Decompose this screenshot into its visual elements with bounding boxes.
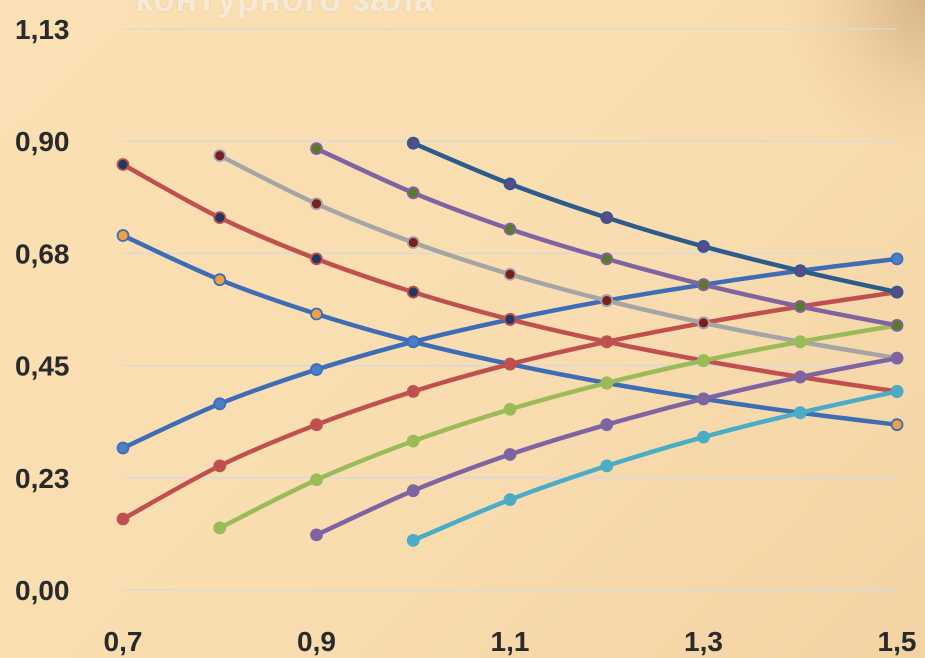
data-point: [116, 158, 130, 171]
x-tick-label: 1,5: [878, 626, 917, 657]
data-point: [406, 236, 420, 249]
series-7: [310, 142, 904, 332]
data-point: [213, 211, 227, 225]
data-point: [890, 385, 904, 398]
y-tick-label: 0,90: [15, 126, 70, 157]
x-axis-ticks: 0,7 0,9 1,1 1,3 1,5: [104, 626, 917, 657]
data-point: [697, 316, 710, 330]
data-point: [503, 313, 517, 326]
data-point: [213, 273, 227, 287]
series-8: [310, 351, 904, 542]
data-point: [406, 484, 420, 498]
series-line: [217, 323, 900, 531]
y-tick-label: 0,00: [15, 575, 70, 606]
x-tick-label: 0,7: [104, 626, 143, 657]
series-10: [406, 385, 904, 547]
data-point: [697, 392, 710, 406]
y-axis-ticks: 0,00 0,23 0,45 0,68 0,90 1,13: [15, 14, 70, 606]
data-point: [406, 335, 420, 349]
data-point: [503, 357, 517, 371]
data-point: [890, 318, 904, 332]
y-tick-label: 0,68: [15, 238, 70, 269]
data-point: [503, 267, 517, 281]
data-point: [600, 294, 614, 307]
data-point: [697, 354, 710, 368]
data-point: [890, 285, 904, 299]
series-group: [116, 136, 904, 547]
series-line: [217, 153, 900, 361]
series-1: [116, 229, 904, 432]
series-line: [120, 289, 900, 522]
data-point: [406, 434, 420, 448]
data-point: [697, 278, 710, 292]
data-point: [600, 376, 614, 390]
data-point: [116, 441, 130, 455]
data-point: [600, 211, 614, 225]
data-point: [310, 418, 323, 432]
data-point: [503, 222, 517, 236]
data-point: [116, 512, 130, 526]
chart-title-fragment: контурного зала: [135, 0, 434, 20]
data-point: [213, 521, 227, 535]
data-point: [310, 142, 323, 156]
data-point: [890, 252, 904, 266]
data-point: [503, 177, 517, 191]
data-point: [697, 430, 710, 444]
data-point: [213, 397, 227, 411]
data-point: [116, 229, 130, 242]
data-point: [213, 149, 227, 162]
data-point: [793, 300, 807, 313]
data-point: [406, 186, 420, 200]
data-point: [310, 307, 323, 321]
x-tick-label: 1,1: [491, 626, 530, 657]
data-point: [310, 252, 323, 266]
data-point: [213, 459, 227, 473]
data-point: [793, 406, 807, 420]
data-point: [600, 252, 614, 266]
data-point: [503, 402, 517, 416]
y-tick-label: 0,45: [15, 351, 70, 382]
series-9: [406, 136, 904, 299]
data-point: [310, 473, 323, 487]
y-tick-label: 1,13: [15, 14, 70, 45]
data-point: [310, 197, 323, 211]
series-2: [116, 252, 904, 455]
data-point: [793, 370, 807, 384]
data-point: [890, 351, 904, 365]
data-point: [406, 385, 420, 398]
x-tick-label: 0,9: [297, 626, 336, 657]
data-point: [793, 264, 807, 278]
data-point: [600, 459, 614, 473]
y-tick-label: 0,23: [15, 463, 70, 494]
data-point: [310, 363, 323, 376]
data-point: [600, 418, 614, 432]
x-tick-label: 1,3: [684, 626, 723, 657]
data-point: [503, 493, 517, 507]
data-point: [697, 240, 710, 253]
data-point: [406, 136, 420, 150]
data-point: [600, 335, 614, 349]
data-point: [503, 448, 517, 461]
data-point: [406, 285, 420, 299]
data-point: [890, 418, 904, 432]
data-point: [310, 528, 323, 542]
data-point: [793, 335, 807, 349]
gridlines: [123, 28, 897, 591]
series-line: [120, 162, 900, 394]
data-point: [406, 533, 420, 547]
